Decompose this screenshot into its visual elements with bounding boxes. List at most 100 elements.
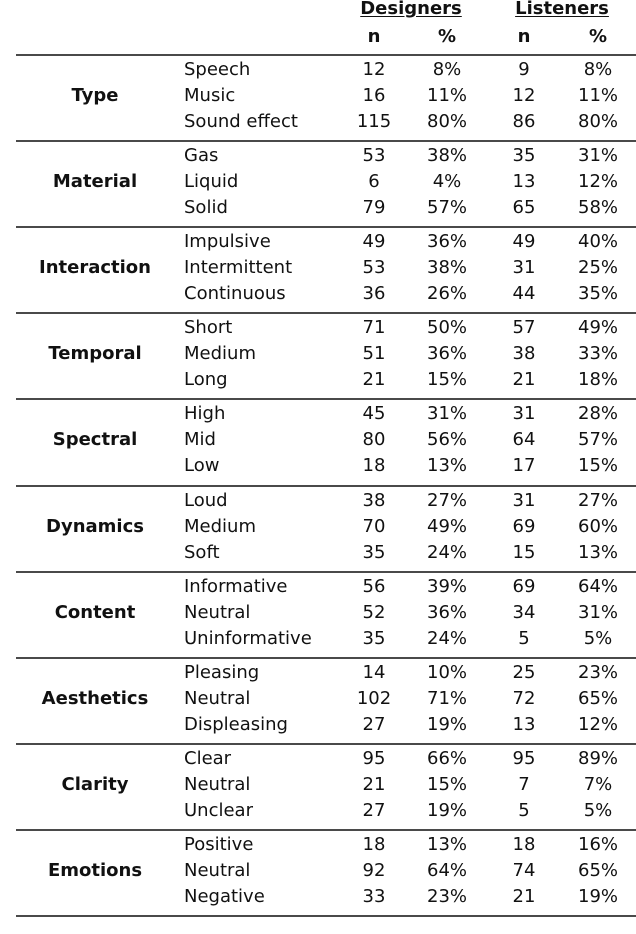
- designers-pct: 24%: [426, 541, 468, 563]
- header-listeners: Listeners: [515, 0, 609, 19]
- row-label: Intermittent: [184, 257, 293, 279]
- listeners-pct: 60%: [577, 515, 619, 537]
- designers-pct: 57%: [426, 197, 468, 219]
- listeners-n: 21: [512, 885, 536, 907]
- listeners-n: 72: [512, 687, 536, 709]
- listeners-pct: 25%: [577, 257, 619, 279]
- row-label: Negative: [184, 885, 265, 907]
- designers-n: 38: [362, 489, 386, 511]
- row-divider: [16, 312, 636, 315]
- designers-n: 12: [362, 59, 386, 80]
- listeners-pct: 5%: [583, 627, 613, 649]
- row-label: Loud: [184, 489, 228, 511]
- designers-pct: 19%: [426, 799, 468, 821]
- designers-n: 56: [362, 575, 386, 597]
- listeners-pct: 13%: [577, 541, 619, 563]
- designers-n: 6: [368, 171, 380, 193]
- row-divider: [16, 742, 636, 745]
- designers-n: 79: [362, 197, 386, 219]
- listeners-pct: 65%: [577, 687, 619, 709]
- listeners-n: 64: [512, 429, 536, 451]
- header-listeners-pct: %: [588, 26, 608, 47]
- category-label: Clarity: [61, 773, 129, 795]
- listeners-n: 31: [512, 403, 536, 425]
- listeners-n: 86: [512, 111, 536, 132]
- designers-pct: 23%: [426, 885, 468, 907]
- designers-n: 35: [362, 627, 386, 649]
- designers-pct: 36%: [426, 231, 468, 253]
- row-label: Pleasing: [184, 661, 260, 683]
- listeners-n: 13: [512, 713, 536, 735]
- listeners-n: 38: [512, 343, 536, 365]
- row-label: Unclear: [184, 799, 253, 821]
- listeners-pct: 12%: [577, 713, 619, 735]
- listeners-n: 25: [512, 661, 536, 683]
- listeners-n: 13: [512, 171, 536, 193]
- listeners-n: 31: [512, 257, 536, 279]
- row-label: Neutral: [184, 859, 251, 881]
- designers-pct: 36%: [426, 343, 468, 365]
- row-label: Neutral: [184, 687, 251, 709]
- category-label: Emotions: [47, 859, 143, 881]
- listeners-n: 57: [512, 317, 536, 339]
- row-label: Neutral: [184, 601, 251, 623]
- listeners-n: 74: [512, 859, 536, 881]
- row-divider: [16, 398, 636, 401]
- listeners-n: 44: [512, 283, 536, 305]
- row-label: High: [184, 403, 226, 425]
- header-designers: Designers: [360, 0, 462, 19]
- listeners-pct: 5%: [583, 799, 613, 821]
- listeners-n: 9: [518, 59, 530, 80]
- designers-pct: 80%: [426, 111, 468, 132]
- designers-pct: 15%: [426, 773, 468, 795]
- row-label: Impulsive: [184, 231, 271, 253]
- listeners-n: 69: [512, 515, 536, 537]
- designers-pct: 38%: [426, 257, 468, 279]
- designers-n: 49: [362, 231, 386, 253]
- row-label: Medium: [184, 343, 256, 365]
- listeners-pct: 16%: [577, 833, 619, 855]
- listeners-pct: 64%: [577, 575, 619, 597]
- designers-n: 14: [362, 661, 386, 683]
- designers-pct: 49%: [426, 515, 468, 537]
- header-designers-n: n: [367, 26, 381, 47]
- designers-n: 36: [362, 283, 386, 305]
- designers-pct: 11%: [426, 85, 468, 106]
- bottom-rule: [16, 915, 636, 917]
- header-listeners-n: n: [517, 26, 531, 47]
- listeners-n: 15: [512, 541, 536, 563]
- row-label: Low: [184, 455, 220, 477]
- listeners-pct: 89%: [577, 747, 619, 769]
- listeners-pct: 40%: [577, 231, 619, 253]
- designers-n: 18: [362, 455, 386, 477]
- row-label: Speech: [184, 59, 251, 80]
- listeners-pct: 28%: [577, 403, 619, 425]
- designers-pct: 13%: [426, 455, 468, 477]
- listeners-n: 12: [512, 85, 536, 106]
- designers-n: 16: [362, 85, 386, 106]
- row-label: Clear: [184, 747, 232, 769]
- designers-pct: 10%: [426, 661, 468, 683]
- listeners-pct: 80%: [577, 111, 619, 132]
- category-label: Dynamics: [46, 515, 144, 537]
- listeners-pct: 27%: [577, 489, 619, 511]
- listeners-pct: 18%: [577, 369, 619, 391]
- designers-n: 53: [362, 145, 386, 167]
- designers-n: 80: [362, 429, 386, 451]
- listeners-pct: 12%: [577, 171, 619, 193]
- row-label: Liquid: [184, 171, 239, 193]
- listeners-pct: 11%: [577, 85, 619, 106]
- designers-n: 33: [362, 885, 386, 907]
- designers-n: 71: [362, 317, 386, 339]
- designers-n: 21: [362, 773, 386, 795]
- listeners-pct: 7%: [583, 773, 613, 795]
- row-divider: [16, 484, 636, 487]
- designers-n: 51: [362, 343, 386, 365]
- designers-n: 35: [362, 541, 386, 563]
- row-divider: [16, 140, 636, 143]
- designers-pct: 15%: [426, 369, 468, 391]
- designers-n: 102: [356, 687, 392, 709]
- category-label: Type: [71, 85, 119, 106]
- designers-n: 27: [362, 713, 386, 735]
- listeners-pct: 49%: [577, 317, 619, 339]
